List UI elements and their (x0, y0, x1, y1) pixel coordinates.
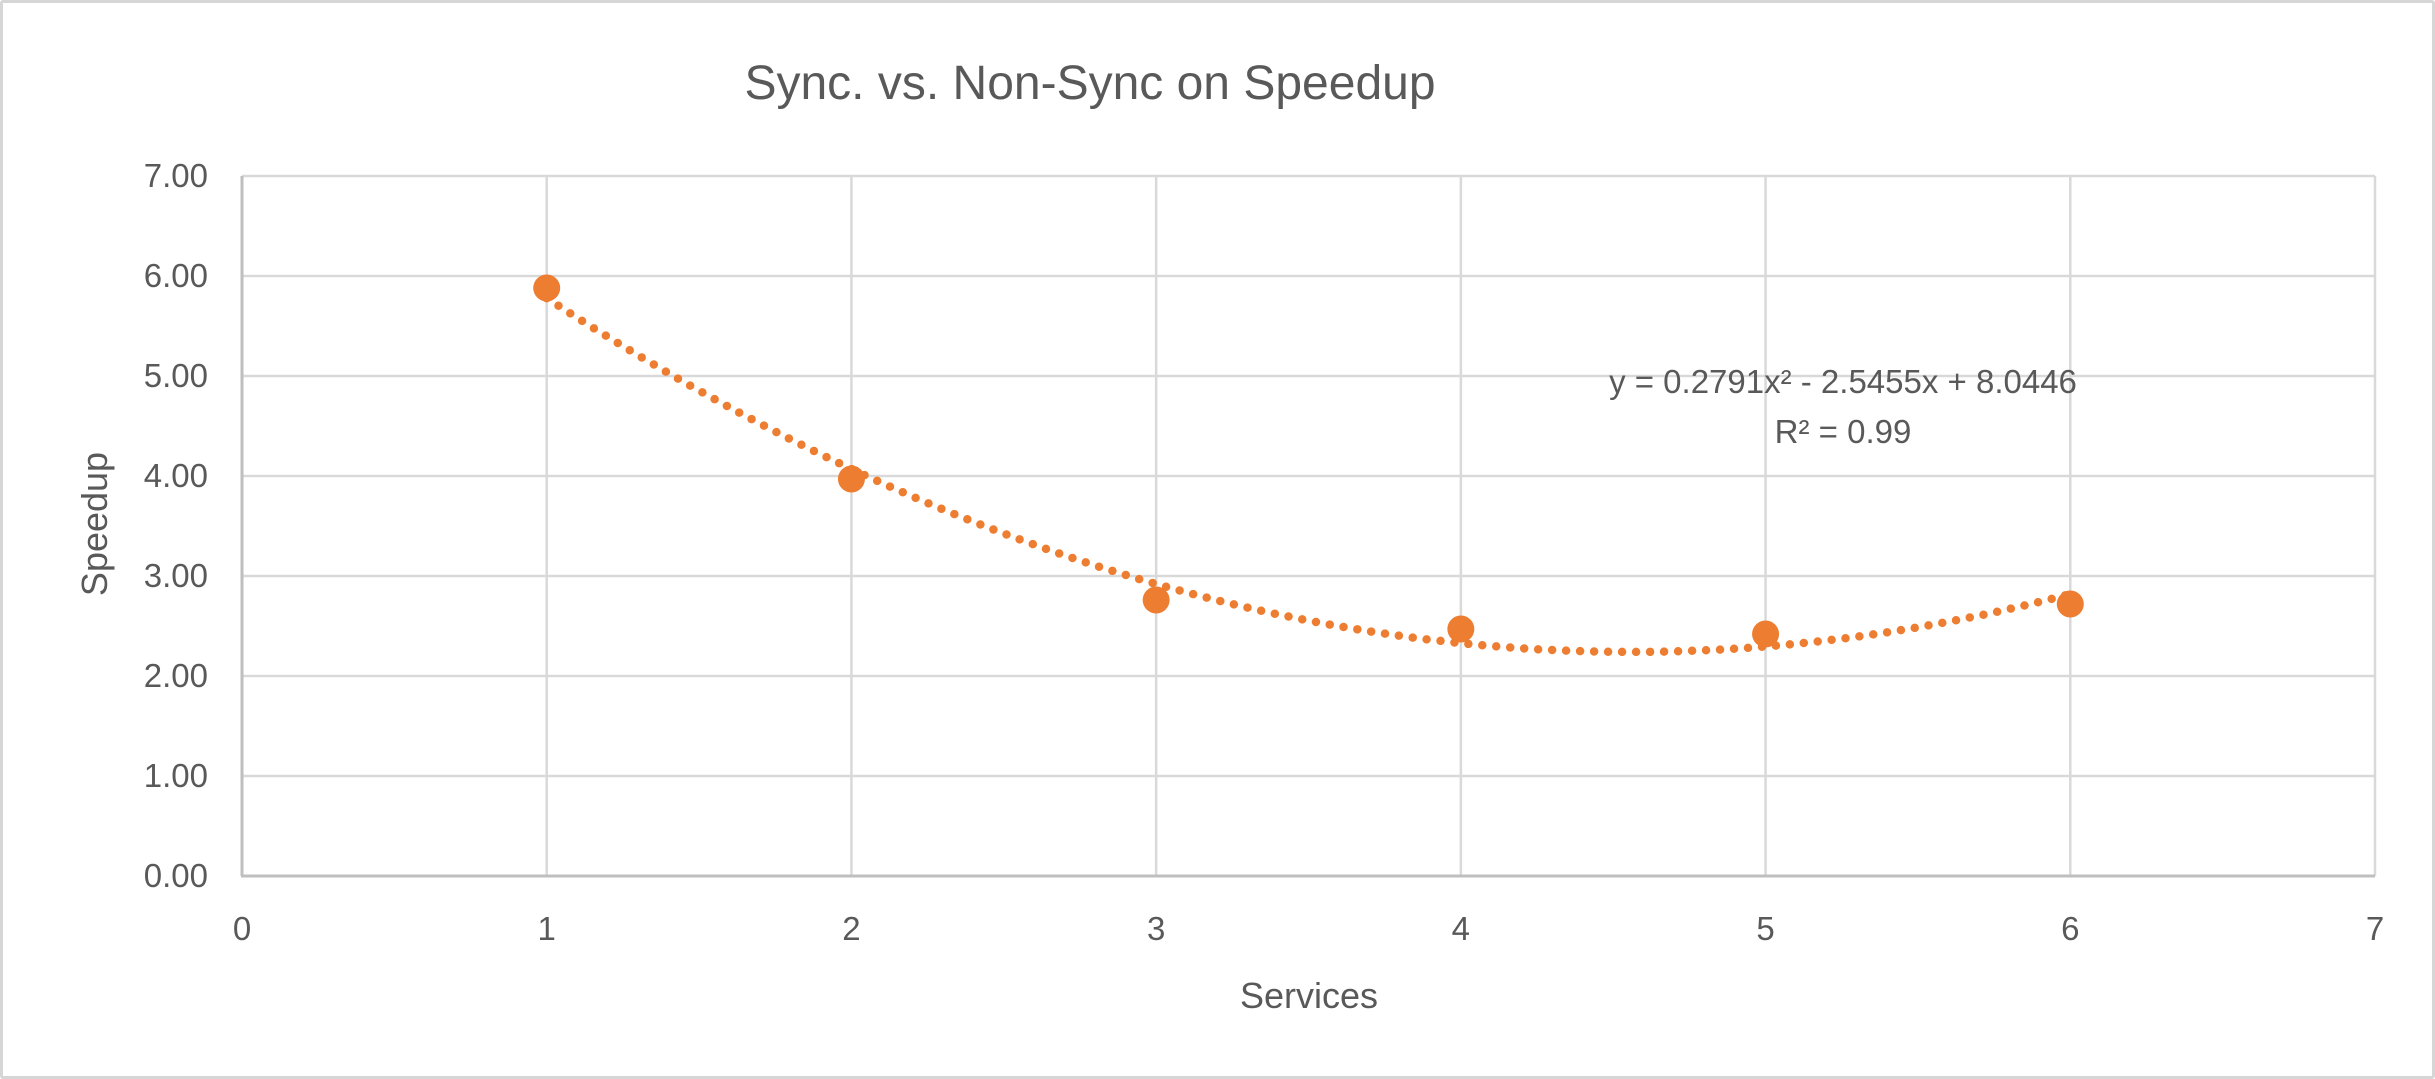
x-tick-label: 0 (232, 910, 252, 947)
data-point-marker (1752, 620, 1780, 648)
trendline-r-squared: R² = 0.99 (1774, 413, 1912, 450)
y-tick-label: 6.00 (143, 257, 208, 294)
chart-title: Sync. vs. Non-Sync on Speedup (744, 57, 1436, 110)
data-point-marker (1142, 586, 1170, 614)
x-tick-label: 6 (2061, 910, 2080, 947)
x-tick-label: 4 (1451, 910, 1471, 947)
y-axis-title: Speedup (74, 451, 115, 597)
y-tick-label: 5.00 (143, 357, 208, 394)
x-tick-label: 5 (1756, 910, 1775, 947)
y-tick-label: 7.00 (143, 157, 208, 194)
data-point-marker (1447, 615, 1475, 643)
x-tick-label: 3 (1146, 910, 1166, 947)
y-tick-label: 1.00 (143, 757, 208, 794)
x-tick-label: 1 (537, 910, 556, 947)
y-tick-label: 4.00 (143, 457, 208, 494)
data-point-marker (837, 465, 865, 493)
trendline-equation: y = 0.2791x² - 2.5455x + 8.0446 (1609, 363, 2077, 400)
y-tick-label: 0.00 (143, 857, 208, 894)
trendline-path (542, 293, 2075, 657)
x-axis-title: Services (1239, 975, 1379, 1016)
trendline-annotation: y = 0.2791x² - 2.5455x + 8.0446 R² = 0.9… (1609, 357, 2077, 457)
data-point-marker (533, 274, 561, 302)
x-tick-label: 7 (2365, 910, 2385, 947)
plot-area (240, 174, 2377, 878)
x-tick-label: 2 (842, 910, 861, 947)
y-tick-label: 2.00 (143, 657, 208, 694)
y-tick-label: 3.00 (143, 557, 208, 594)
data-point-marker (2056, 590, 2084, 618)
